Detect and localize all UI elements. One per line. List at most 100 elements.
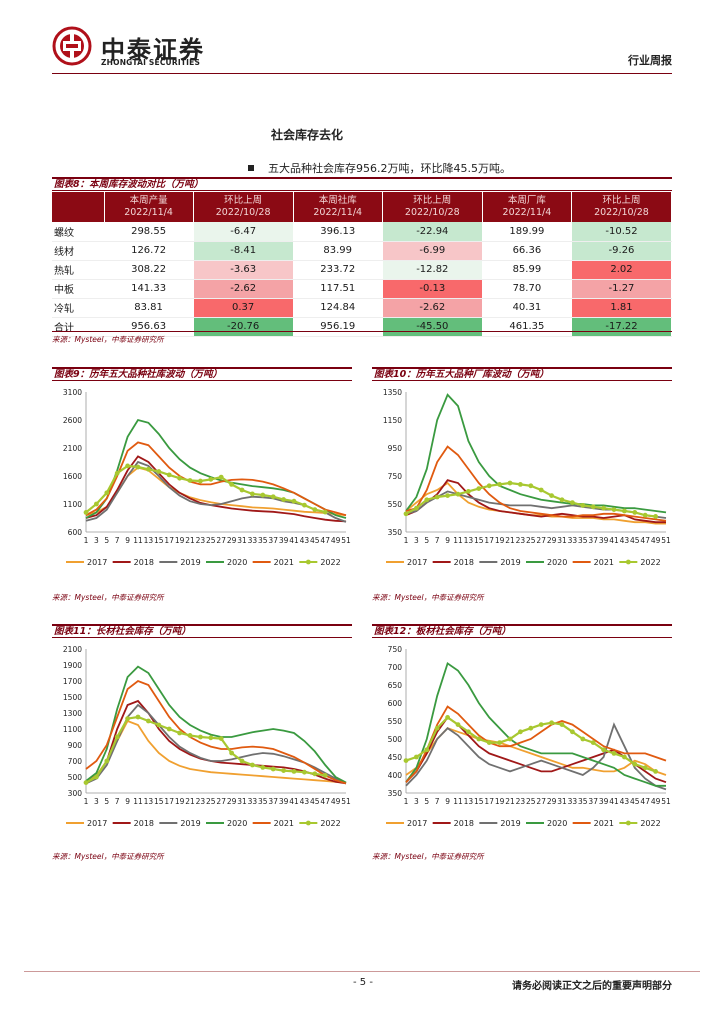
series-point-2022 [445, 493, 450, 498]
table-cell: 1.81 [571, 298, 673, 318]
x-tick-label: 11 [453, 797, 463, 806]
legend-entry: 2019 [180, 819, 200, 828]
series-point-2022 [403, 758, 409, 763]
x-tick-label: 45 [310, 536, 320, 545]
series-point-2022 [302, 502, 307, 508]
report-type: 行业周报 [628, 54, 672, 67]
legend-entry: 2017 [87, 819, 107, 828]
x-tick-label: 45 [630, 536, 640, 545]
series-point-2022 [291, 769, 297, 774]
legend-entry: 2021 [594, 558, 614, 567]
series-point-2022 [125, 463, 130, 469]
legend-entry: 2019 [500, 819, 520, 828]
x-tick-label: 51 [341, 536, 351, 545]
x-tick-label: 19 [175, 797, 185, 806]
series-point-2022 [187, 478, 193, 483]
table-header-cell: 环比上周 2022/10/28 [571, 192, 673, 222]
x-tick-label: 37 [268, 797, 278, 806]
table-header-cell: 本周社库 2022/11/4 [293, 192, 383, 222]
legend-entry: 2021 [274, 819, 294, 828]
series-point-2022 [580, 503, 586, 508]
brand-name-en: ZHONGTAI SECURITIES [101, 58, 201, 67]
x-tick-label: 13 [144, 536, 154, 545]
series-point-2022 [208, 735, 214, 741]
row-label: 中板 [52, 279, 105, 299]
series-line-2020 [405, 393, 667, 514]
legend-entry: 2017 [407, 819, 427, 828]
x-tick-label: 49 [331, 797, 341, 806]
series-point-2022 [135, 714, 141, 720]
table-title: 图表8：本周库存波动对比（万吨） [52, 177, 672, 191]
x-tick-label: 5 [424, 797, 429, 806]
series-point-2022 [218, 736, 224, 741]
table-header-cell [52, 192, 105, 222]
series-point-2022 [187, 733, 193, 738]
x-tick-label: 23 [516, 797, 526, 806]
chart-12: 350 400 450 500 550 600 650 700 750 1 3 5 7 9 11 13 15 17… [372, 641, 672, 837]
series-point-2022 [476, 736, 482, 742]
chart-11-title: 图表11：长材社会库存（万吨） [52, 624, 352, 638]
x-tick-label: 11 [133, 797, 143, 806]
series-point-2022 [414, 754, 419, 760]
x-tick-label: 25 [206, 536, 216, 545]
table-cell: 83.81 [104, 298, 194, 318]
series-point-2022 [198, 478, 203, 484]
chart-9: 600 1100 1600 2100 2600 3100 1 3 5 7 9 11 13 15 17 19 21… [52, 384, 352, 576]
y-tick-label: 400 [388, 771, 403, 780]
y-tick-label: 350 [388, 789, 403, 798]
table-cell: -3.63 [193, 260, 294, 280]
zhongtai-logo-icon [52, 26, 92, 66]
x-tick-label: 5 [424, 536, 429, 545]
x-tick-label: 41 [609, 797, 619, 806]
series-point-2022 [486, 483, 492, 489]
x-tick-label: 31 [237, 797, 247, 806]
legend-entry: 2022 [320, 558, 340, 567]
x-tick-label: 25 [206, 797, 216, 806]
y-tick-label: 1700 [63, 677, 82, 686]
y-tick-label: 1300 [63, 709, 82, 718]
series-point-2022 [642, 765, 648, 771]
x-tick-label: 1 [84, 536, 89, 545]
x-tick-label: 33 [248, 797, 258, 806]
series-point-2022 [538, 487, 544, 493]
x-tick-label: 51 [341, 797, 351, 806]
y-tick-label: 1600 [63, 472, 82, 481]
series-point-2022 [156, 469, 162, 474]
table-cell: -22.94 [382, 222, 483, 242]
row-label: 热轧 [52, 260, 105, 280]
series-point-2022 [590, 504, 596, 510]
series-point-2022 [250, 491, 255, 497]
legend-entry: 2020 [227, 558, 247, 567]
x-tick-label: 3 [414, 536, 419, 545]
series-point-2022 [611, 751, 617, 756]
x-tick-label: 45 [630, 797, 640, 806]
series-point-2022 [570, 500, 575, 505]
legend-swatch-marker [625, 820, 631, 826]
y-tick-label: 300 [68, 789, 83, 798]
chart-9-title: 图表9：历年五大品种社库波动（万吨） [52, 367, 352, 381]
y-tick-label: 750 [388, 645, 403, 654]
series-point-2022 [177, 475, 182, 481]
table-cell: -10.52 [571, 222, 673, 242]
series-point-2022 [229, 750, 235, 756]
table-cell: -17.22 [571, 317, 673, 337]
table-header-cell: 本周产量 2022/11/4 [104, 192, 194, 222]
table-header-cell: 本周厂库 2022/11/4 [482, 192, 572, 222]
brand-name: 中泰证券 [101, 36, 205, 64]
series-point-2022 [653, 769, 658, 774]
x-tick-label: 43 [620, 797, 630, 806]
series-point-2022 [476, 486, 482, 491]
x-tick-label: 1 [404, 536, 409, 545]
series-point-2022 [622, 754, 627, 760]
chart-11-source: 来源：Mysteel，中泰证券研究所 [52, 852, 164, 861]
x-tick-label: 41 [609, 536, 619, 545]
x-tick-label: 23 [196, 536, 206, 545]
series-line-2021 [85, 679, 347, 785]
x-tick-label: 29 [227, 536, 237, 545]
y-tick-label: 500 [68, 773, 83, 782]
x-tick-label: 5 [104, 536, 109, 545]
table-cell: -12.82 [382, 260, 483, 280]
x-tick-label: 33 [248, 536, 258, 545]
x-tick-label: 7 [435, 536, 440, 545]
x-tick-label: 13 [464, 536, 474, 545]
